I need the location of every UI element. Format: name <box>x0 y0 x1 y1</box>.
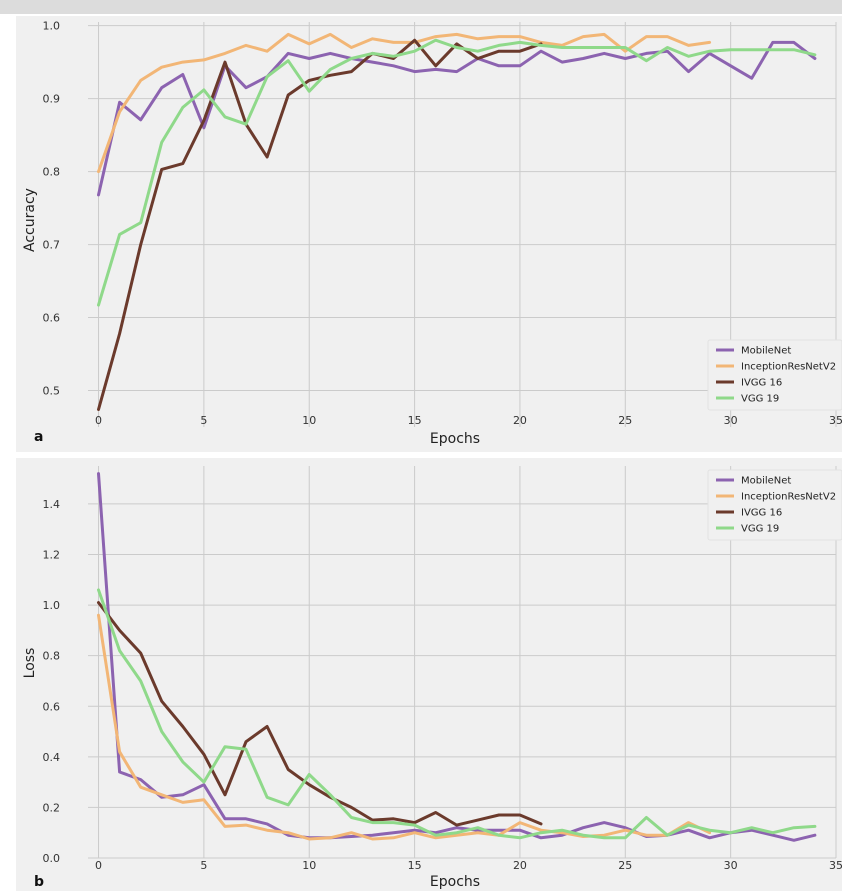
x-tick-label: 10 <box>302 859 316 872</box>
x-tick-label: 20 <box>513 414 527 427</box>
x-tick-label: 30 <box>724 859 738 872</box>
x-tick-label: 25 <box>618 414 632 427</box>
x-tick-label: 10 <box>302 414 316 427</box>
series-line-ivgg-16 <box>97 38 543 411</box>
y-tick-label: 0.6 <box>43 700 61 713</box>
legend: MobileNet InceptionResNetV2 IVGG 16 VGG 19 <box>707 469 842 541</box>
y-tick-label: 0.4 <box>43 751 61 764</box>
grid <box>88 466 837 859</box>
chart-panel-a: 0 5 10 15 20 25 30 35 0.5 0.6 0.7 0.8 0.9 1.0 Epochs Ac… <box>16 16 842 452</box>
y-tick-label: 0.8 <box>43 166 61 179</box>
legend: MobileNet InceptionResNetV2 IVGG 16 VGG 19 <box>707 339 842 411</box>
y-tick-label: 1.4 <box>43 498 61 511</box>
top-bar <box>0 0 842 14</box>
series-line-inceptionresnetv2 <box>97 32 712 174</box>
y-axis-label: Loss <box>22 648 38 679</box>
series-line-inceptionresnetv2 <box>97 613 712 841</box>
x-tick-label: 20 <box>513 859 527 872</box>
y-tick-label: 0.7 <box>43 239 61 252</box>
y-tick-label: 0.5 <box>43 385 61 398</box>
legend-box <box>707 339 842 411</box>
x-tick-label: 0 <box>95 859 102 872</box>
x-axis-label: Epochs <box>430 874 480 890</box>
panel-label: b <box>34 874 44 890</box>
x-tick-label: 35 <box>829 414 842 427</box>
series-line-vgg-19 <box>97 588 817 840</box>
legend-entry: VGG 19 <box>741 394 779 405</box>
legend-entry: VGG 19 <box>741 524 779 535</box>
legend-entry: InceptionResNetV2 <box>741 492 836 503</box>
legend-entry: MobileNet <box>741 346 791 357</box>
y-tick-label: 1.0 <box>43 599 61 612</box>
y-tick-label: 0.9 <box>43 93 61 106</box>
x-tick-label: 25 <box>618 859 632 872</box>
panel-background <box>16 16 842 452</box>
series-line-vgg-19 <box>97 38 817 307</box>
panel-background <box>16 458 842 891</box>
series-line-ivgg-16 <box>97 601 543 827</box>
legend-entry: IVGG 16 <box>741 378 782 389</box>
x-tick-label: 5 <box>200 414 207 427</box>
legend-entry: MobileNet <box>741 476 791 487</box>
x-tick-label: 30 <box>724 414 738 427</box>
x-tick-label: 15 <box>408 859 422 872</box>
y-tick-label: 0.6 <box>43 312 61 325</box>
panel-label: a <box>34 429 43 445</box>
series-line-mobilenet <box>97 472 817 842</box>
y-tick-label: 0.8 <box>43 650 61 663</box>
y-tick-label: 1.2 <box>43 549 61 562</box>
y-tick-label: 1.0 <box>43 20 61 33</box>
y-tick-label: 0.2 <box>43 801 61 814</box>
x-axis-label: Epochs <box>430 431 480 447</box>
x-tick-label: 35 <box>829 859 842 872</box>
y-tick-label: 0.0 <box>43 852 61 865</box>
legend-box <box>707 469 842 541</box>
y-axis-label: Accuracy <box>22 188 38 252</box>
x-tick-label: 5 <box>200 859 207 872</box>
x-tick-label: 0 <box>95 414 102 427</box>
legend-entry: InceptionResNetV2 <box>741 362 836 373</box>
x-tick-label: 15 <box>408 414 422 427</box>
chart-panel-b: 0 5 10 15 20 25 30 35 0.0 0.2 0.4 0.6 0.8 1.0 1.2 1.4 Ep… <box>16 458 842 891</box>
series-line-mobilenet <box>97 40 817 197</box>
legend-entry: IVGG 16 <box>741 508 782 519</box>
